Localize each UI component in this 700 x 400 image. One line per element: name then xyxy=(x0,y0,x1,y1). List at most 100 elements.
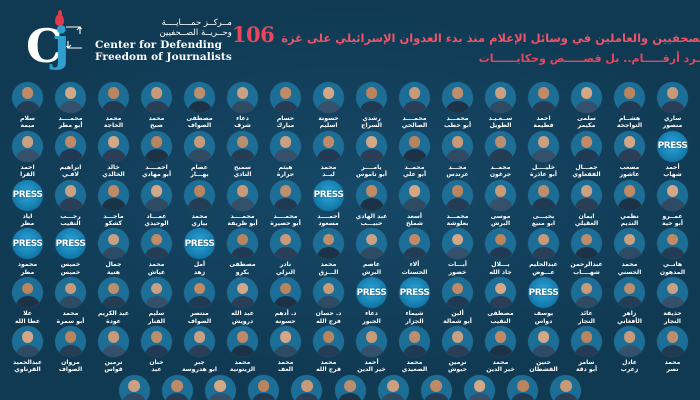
martyr-cell[interactable]: PRESSعبدالحميدالقرناوي xyxy=(6,326,49,375)
martyr-cell[interactable]: PRESSعصامبهـــار xyxy=(178,130,221,180)
martyr-cell[interactable]: PRESSنظميالنديم xyxy=(608,179,651,229)
martyr-cell[interactable]: PRESS دعاء الجبور xyxy=(350,277,393,326)
martyr-cell[interactable]: PRESSنرمينقواس xyxy=(92,326,135,375)
martyr-cell[interactable]: PRESSحنانعيد xyxy=(135,326,178,375)
martyr-cell[interactable]: PRESSمحمــــدأبو ظريفة xyxy=(221,179,264,229)
martyr-cell[interactable]: PRESSحمزةالدحدوح xyxy=(242,374,285,400)
martyr-cell[interactable]: PRESSسليمالفنار xyxy=(135,277,178,326)
martyr-cell[interactable]: PRESSمصطفىبكرو xyxy=(221,228,264,277)
martyr-cell[interactable]: PRESSمنتصرالصواف xyxy=(178,277,221,326)
martyr-cell[interactable]: PRESSمصعبعاشور xyxy=(608,130,651,180)
martyr-cell[interactable]: PRESSأحمدخير الدين xyxy=(350,326,393,375)
martyr-cell[interactable]: PRESSنادرالنزلي xyxy=(264,228,307,277)
martyr-cell[interactable]: PRESSمحمدفرج الله xyxy=(372,374,415,400)
martyr-cell[interactable]: PRESS أحمــــد مسعود xyxy=(307,179,350,229)
martyr-cell[interactable]: PRESSجمالهنية xyxy=(92,228,135,277)
martyr-cell[interactable]: PRESSمصطفىالنقيب xyxy=(479,277,522,326)
martyr-cell[interactable]: PRESSمحمـــدبعلوشة xyxy=(436,179,479,229)
martyr-cell[interactable]: PRESSمحمدلبــد xyxy=(307,130,350,180)
martyr-cell[interactable]: PRESSألبنأبو شمالة xyxy=(436,277,479,326)
martyr-cell[interactable]: PRESSمحمدعياش xyxy=(135,228,178,277)
martyr-cell[interactable]: PRESSسميحالنادي xyxy=(221,130,264,180)
martyr-cell[interactable]: PRESSعصامموسى xyxy=(501,374,544,400)
martyr-cell[interactable]: PRESSمحمــدجرغون xyxy=(479,130,522,180)
martyr-cell[interactable]: PRESSاحمدابو عيسة xyxy=(328,374,371,400)
martyr-cell[interactable]: PRESSعبداللهالعلوان xyxy=(458,374,501,400)
martyr-cell[interactable]: PRESSمحمدأبو سمرة xyxy=(49,277,92,326)
martyr-cell[interactable]: PRESSنرمينحبوش xyxy=(436,326,479,375)
martyr-cell[interactable]: PRESSجبرابو هدروسة xyxy=(178,326,221,375)
martyr-cell[interactable]: PRESSحذيفةالنجار xyxy=(651,277,694,326)
martyr-cell[interactable]: PRESSمحمدالعف xyxy=(264,326,307,375)
martyr-cell[interactable]: PRESSعبدالحليمعـــوض xyxy=(522,228,565,277)
martyr-cell[interactable]: PRESSمحمدالـــزق xyxy=(307,228,350,277)
martyr-cell[interactable]: PRESSمحمدفرج الله xyxy=(307,326,350,375)
martyr-cell[interactable]: PRESSسامرأبو دقة xyxy=(565,326,608,375)
martyr-cell[interactable]: PRESSأكرمالشافعي xyxy=(199,374,242,400)
martyr-cell[interactable]: PRESS خميس خميس xyxy=(49,228,92,277)
martyr-cell[interactable]: PRESSعلاءالنصر xyxy=(544,374,587,400)
martyr-cell[interactable]: PRESSرجـــبالنقيب xyxy=(49,179,92,229)
martyr-cell[interactable]: PRESS أحمد شهاب xyxy=(651,130,694,180)
martyr-cell[interactable]: PRESSابراهيملافـي xyxy=(49,130,92,180)
martyr-cell[interactable]: PRESSمحمدالزيتونية xyxy=(221,326,264,375)
martyr-cell[interactable]: PRESSاحمدالقرا xyxy=(6,130,49,180)
martyr-cell[interactable]: PRESSمحمدنصر xyxy=(651,326,694,375)
martyr-cell[interactable]: PRESS يوسف دواس xyxy=(522,277,565,326)
martyr-cell[interactable]: PRESSعلاعطا الله xyxy=(6,277,49,326)
martyr-cell[interactable]: PRESSماجـــدكشكو xyxy=(92,179,135,229)
martyr-cell[interactable]: PRESSعادلزعرب xyxy=(608,326,651,375)
martyr-cell[interactable]: PRESSحنينالقشطان xyxy=(522,326,565,375)
martyr-cell[interactable]: PRESSعمـــادالوحيدي xyxy=(135,179,178,229)
martyr-cell[interactable]: PRESSايمانالعقيلي xyxy=(565,179,608,229)
martyr-cell[interactable]: PRESSمحمدخير الدين xyxy=(479,326,522,375)
martyr-cell[interactable]: PRESSمحمدبياري xyxy=(178,179,221,229)
martyr-cell[interactable]: PRESSمروانالصواف xyxy=(49,326,92,375)
martyr-cell[interactable]: PRESSعمــروأبو حية xyxy=(651,179,694,229)
martyr-cell[interactable]: PRESSعائدالنجار xyxy=(565,277,608,326)
martyr-cell[interactable]: PRESSخالدالخالدي xyxy=(92,130,135,180)
martyr-cell[interactable]: PRESSمحمدالصعيدي xyxy=(393,326,436,375)
martyr-cell[interactable]: PRESS محمود مطر xyxy=(6,228,49,277)
martyr-cell[interactable]: PRESSعبدالرحمنشهــــاب xyxy=(565,228,608,277)
martyr-cell[interactable]: PRESSأسعدشملخ xyxy=(393,179,436,229)
martyr-cell[interactable]: PRESSهيثمحرارة xyxy=(264,130,307,180)
martyr-cell[interactable]: PRESSمصطفىثريا xyxy=(285,374,328,400)
martyr-cell[interactable]: PRESSحمادةاليازجي xyxy=(112,374,155,400)
martyr-cell[interactable]: PRESS شيماء الجزار xyxy=(393,277,436,326)
martyr-cell[interactable]: PRESSمحمدالحسني xyxy=(608,228,651,277)
martyr-cell[interactable]: PRESSألاءالحسنات xyxy=(393,228,436,277)
martyr-cell[interactable]: PRESS أمل زهد xyxy=(178,228,221,277)
martyr-cell[interactable]: PRESSيحيـــىابو منيع xyxy=(522,179,565,229)
martyr-cell[interactable]: PRESSأيـــاتخضور xyxy=(436,228,479,277)
martyr-cell[interactable]: PRESSمجـــدعرندس xyxy=(436,130,479,180)
martyr-cell[interactable]: PRESSموسىالبرش xyxy=(479,179,522,229)
martyr-cell[interactable]: PRESS اياد مطر xyxy=(6,179,49,229)
martyr-cell[interactable]: PRESSعاصمالبرش xyxy=(350,228,393,277)
martyr-cell[interactable]: PRESSبـــلالجاد الله xyxy=(479,228,522,277)
